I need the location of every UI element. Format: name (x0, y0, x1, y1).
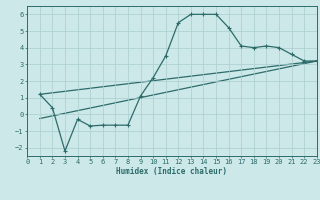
X-axis label: Humidex (Indice chaleur): Humidex (Indice chaleur) (116, 167, 228, 176)
